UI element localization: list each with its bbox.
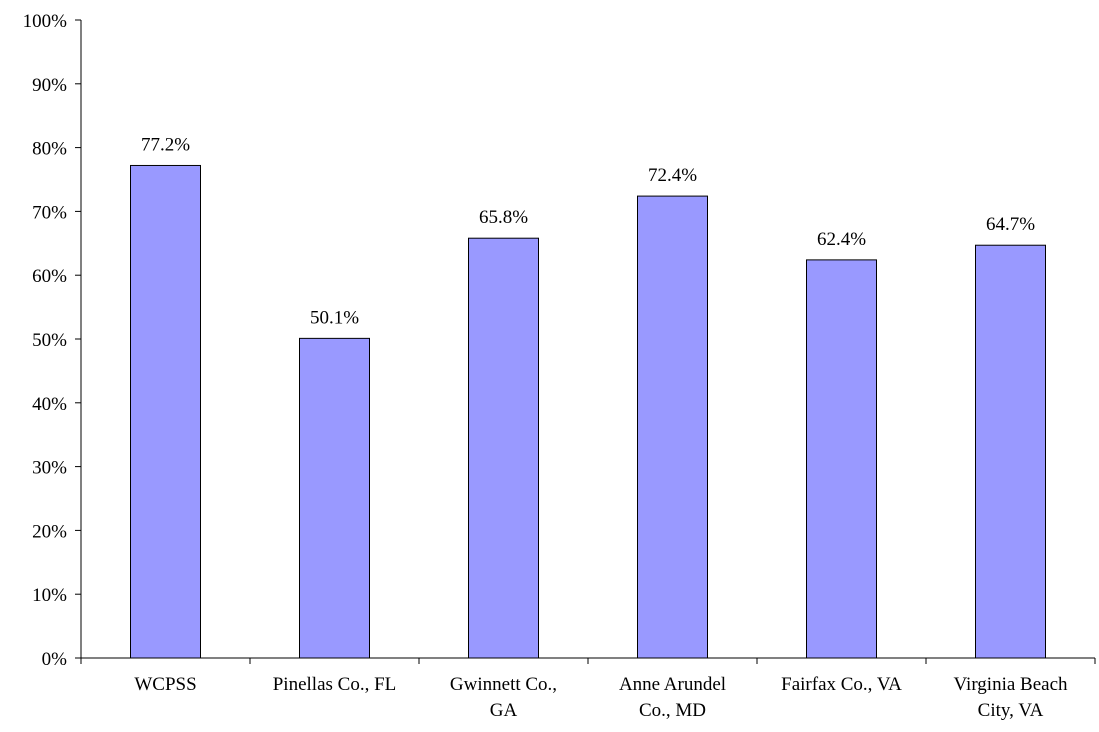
- data-label: 50.1%: [310, 307, 359, 328]
- category-label: Gwinnett Co., GA: [450, 674, 557, 721]
- y-tick-label: 50%: [32, 330, 67, 351]
- category-label: Pinellas Co., FL: [273, 674, 397, 695]
- data-label: 62.4%: [817, 229, 866, 250]
- category-label: Anne Arundel Co., MD: [619, 674, 726, 721]
- bar: [975, 244, 1046, 659]
- category-label-line: Co., MD: [639, 700, 706, 721]
- y-tick-label: 60%: [32, 266, 67, 287]
- category-label-line: City, VA: [978, 700, 1044, 721]
- bars: [130, 164, 1046, 659]
- bar: [637, 195, 708, 659]
- category-label: WCPSS: [134, 674, 196, 695]
- category-label-line: WCPSS: [134, 674, 196, 695]
- bar: [299, 337, 370, 659]
- bar: [468, 237, 539, 659]
- y-axis: 0% 10% 20% 30% 40% 50% 60% 70% 80% 90% 100%: [23, 11, 82, 670]
- data-label: 77.2%: [141, 134, 190, 155]
- y-tick-label: 30%: [32, 458, 67, 479]
- y-tick-label: 70%: [32, 202, 67, 223]
- bar: [130, 164, 201, 659]
- category-label-line: Virginia Beach: [953, 674, 1068, 695]
- y-tick-label: 100%: [23, 11, 68, 32]
- y-tick-label: 10%: [32, 585, 67, 606]
- data-labels: 77.2% 50.1% 65.8% 72.4% 62.4% 64.7%: [141, 134, 1035, 328]
- y-tick-label: 80%: [32, 139, 67, 160]
- category-label-line: Gwinnett Co.,: [450, 674, 557, 695]
- category-label-line: GA: [490, 700, 518, 721]
- y-tick-label: 40%: [32, 394, 67, 415]
- category-label-line: Anne Arundel: [619, 674, 726, 695]
- data-label: 64.7%: [986, 214, 1035, 235]
- category-label: Fairfax Co., VA: [781, 674, 902, 695]
- y-tick-label: 20%: [32, 521, 67, 542]
- data-label: 72.4%: [648, 165, 697, 186]
- category-label-line: Pinellas Co., FL: [273, 674, 397, 695]
- category-label: Virginia Beach City, VA: [953, 674, 1068, 721]
- y-tick-label: 0%: [42, 649, 68, 670]
- data-label: 65.8%: [479, 207, 528, 228]
- category-label-line: Fairfax Co., VA: [781, 674, 902, 695]
- bar: [806, 259, 877, 659]
- x-axis: WCPSS Pinellas Co., FL Gwinnett Co., GA Anne…: [80, 657, 1096, 721]
- y-tick-label: 90%: [32, 75, 67, 96]
